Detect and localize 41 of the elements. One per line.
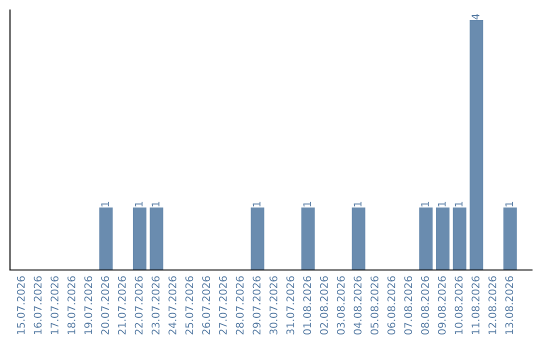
x-tick-label: 01.08.2026 (303, 276, 312, 335)
x-tick-label: 05.08.2026 (370, 276, 378, 335)
x-tick-label: 29.07.2026 (252, 276, 261, 334)
x-tick-label: 24.07.2026 (168, 276, 176, 334)
data-label: 1 (252, 202, 260, 206)
data-label: 1 (354, 202, 362, 206)
x-tick-label: 26.07.2026 (202, 276, 210, 334)
x-tick-label: 20.07.2026 (101, 276, 110, 334)
x-tick-label: 04.08.2026 (354, 276, 362, 335)
x-tick-label: 22.07.2026 (134, 276, 143, 334)
x-tick-label: 08.08.2026 (421, 276, 429, 335)
x-tick-label: 18.07.2026 (67, 276, 76, 334)
x-tick-label: 21.07.2026 (118, 276, 126, 334)
x-tick-label: 12.08.2026 (488, 276, 496, 334)
x-tick-label: 06.08.2026 (387, 276, 396, 335)
data-label: 1 (101, 202, 109, 206)
x-tick-label: 17.07.2026 (50, 276, 58, 334)
data-label: 1 (152, 202, 160, 206)
x-tick-label: 09.08.2026 (438, 276, 446, 335)
x-tick-label: 31.07.2026 (286, 276, 294, 334)
x-tick-label: 13.08.2026 (505, 276, 514, 334)
data-label: 1 (421, 202, 429, 206)
x-tick-label: 02.08.2026 (320, 276, 328, 335)
x-tick-label: 11.08.2026 (472, 276, 480, 334)
x-tick-label: 03.08.2026 (336, 276, 345, 335)
x-tick-label: 10.08.2026 (454, 276, 463, 334)
data-label: 1 (454, 202, 462, 206)
data-label: 4 (472, 14, 480, 20)
data-label: 1 (438, 202, 446, 206)
x-tick-label: 30.07.2026 (270, 276, 278, 334)
x-tick-label: 28.07.2026 (236, 276, 244, 334)
x-tick-label: 23.07.2026 (152, 276, 160, 334)
x-tick-label: 07.08.2026 (404, 276, 412, 335)
data-label: 1 (505, 202, 513, 206)
x-tick-label: 27.07.2026 (218, 276, 227, 334)
x-tick-label: 15.07.2026 (16, 276, 25, 334)
data-label: 1 (303, 202, 311, 206)
x-tick-label: 19.07.2026 (84, 276, 92, 334)
x-tick-label: 16.07.2026 (34, 276, 42, 334)
data-label: 1 (134, 202, 143, 206)
x-tick-label: 25.07.2026 (185, 276, 194, 334)
